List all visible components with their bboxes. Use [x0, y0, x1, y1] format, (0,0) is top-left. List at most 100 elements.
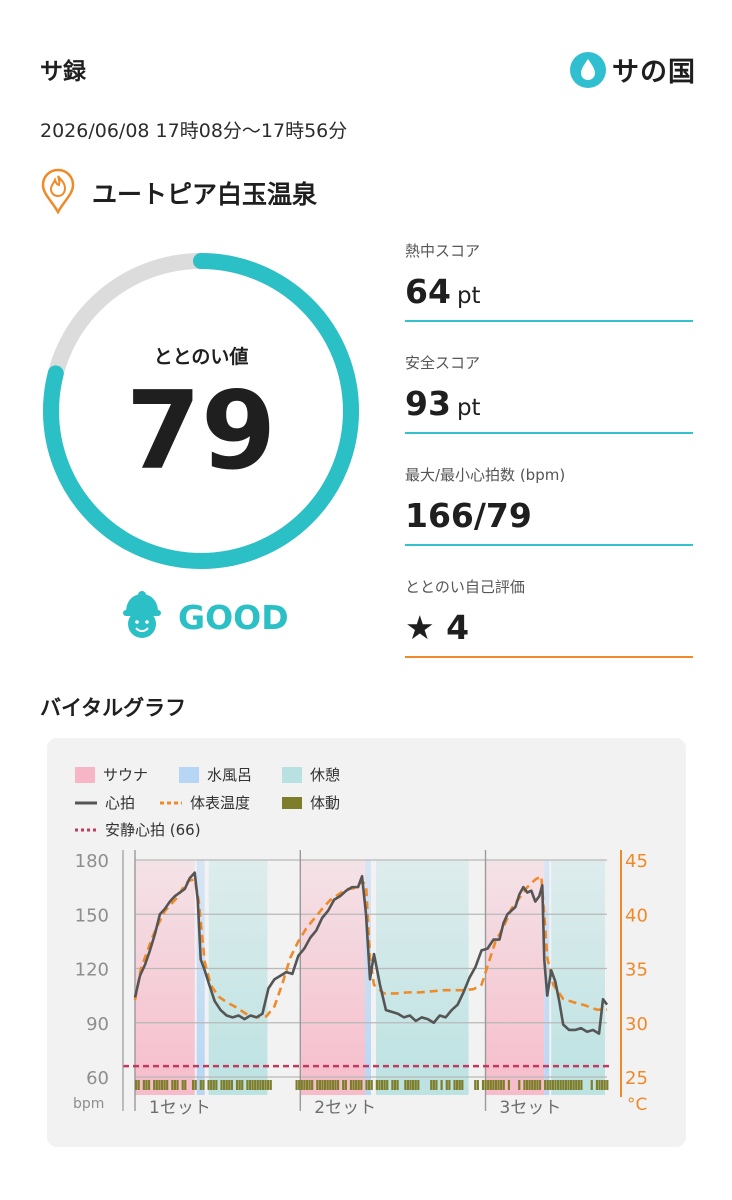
vital-graph-title: バイタルグラフ — [40, 696, 187, 720]
heart-rate-range-label: 最大/最小心拍数 (bpm) — [405, 466, 566, 484]
movement-tick — [171, 1080, 174, 1090]
phase-band-kyukei — [375, 860, 469, 1095]
movement-tick — [518, 1080, 521, 1090]
movement-tick — [562, 1080, 565, 1090]
movement-tick — [331, 1080, 334, 1090]
water-drop-icon — [570, 51, 606, 88]
movement-tick — [417, 1080, 420, 1090]
movement-tick — [601, 1080, 604, 1090]
movement-tick — [386, 1080, 389, 1090]
set-label: 2セット — [314, 1098, 376, 1118]
movement-tick — [476, 1080, 479, 1090]
movement-tick — [194, 1080, 197, 1090]
legend-kyukei-swatch — [282, 766, 302, 783]
movement-tick — [191, 1080, 195, 1090]
y-left-tick-label: 150 — [75, 905, 109, 926]
movement-tick — [432, 1080, 435, 1090]
movement-tick — [590, 1080, 593, 1090]
phase-band-sauna — [300, 860, 366, 1095]
phase-band-mizuburo — [196, 860, 205, 1095]
self-evaluation[interactable]: ととのい自己評価 ★ 4 — [405, 576, 693, 658]
legend-sauna: サウナ — [75, 764, 148, 785]
facility-name: ユートピア白玉温泉 — [92, 180, 318, 209]
movement-tick — [448, 1080, 451, 1090]
movement-tick — [342, 1080, 345, 1090]
movement-tick — [344, 1080, 347, 1090]
movement-tick — [357, 1080, 360, 1090]
legend-sauna-label: サウナ — [103, 766, 149, 784]
legend-resting-hr-label: 安静心拍 (66) — [105, 821, 201, 839]
set-label: 3セット — [500, 1098, 562, 1118]
totonoi-ring — [43, 253, 359, 569]
movement-tick — [355, 1080, 358, 1090]
movement-tick — [580, 1080, 583, 1090]
movement-tick — [246, 1080, 249, 1090]
movement-tick — [160, 1080, 164, 1090]
heat-score: 熱中スコア 64 pt — [405, 240, 693, 322]
heart-rate-range: 最大/最小心拍数 (bpm) 166/79 — [405, 464, 693, 546]
movement-tick — [184, 1080, 187, 1090]
legend-heart-swatch — [75, 801, 97, 804]
safety-score-label: 安全スコア — [405, 354, 481, 372]
movement-tick — [311, 1080, 314, 1090]
movement-tick — [396, 1080, 399, 1090]
movement-tick — [461, 1080, 464, 1090]
legend-movement: 体動 — [282, 792, 340, 813]
movement-tick — [235, 1080, 239, 1090]
movement-tick — [267, 1080, 270, 1090]
movement-tick — [202, 1080, 205, 1090]
movement-tick — [406, 1080, 410, 1090]
session-datetime: 2026/06/08 17時08分〜17時56分 — [40, 120, 348, 142]
facility-row[interactable]: ユートピア白玉温泉 — [40, 168, 317, 218]
movement-tick — [212, 1080, 215, 1090]
movement-tick — [368, 1080, 371, 1090]
movement-tick — [564, 1080, 567, 1090]
legend-body-temp: 体表温度 — [160, 792, 250, 813]
vital-graph-chart: 180 150 120 90 60 45 40 35 30 25 bpm °C 1セット 2セット 3セット — [73, 850, 648, 1118]
totonoi-ring-progress — [43, 253, 359, 569]
legend-mizuburo: 水風呂 — [179, 764, 252, 785]
movement-tick — [554, 1080, 557, 1090]
movement-tick — [484, 1080, 487, 1090]
legend-mizuburo-swatch — [179, 766, 199, 783]
legend-mizuburo-label: 水風呂 — [207, 766, 253, 784]
movement-tick — [153, 1080, 156, 1090]
movement-tick — [199, 1080, 202, 1090]
movement-tick — [370, 1080, 373, 1090]
y-right-tick-label: 45 — [625, 851, 648, 872]
movement-tick — [305, 1080, 309, 1090]
movement-tick — [435, 1080, 438, 1090]
movement-tick — [334, 1080, 337, 1090]
movement-tick — [254, 1080, 257, 1090]
movement-tick — [572, 1080, 575, 1090]
movement-tick — [404, 1080, 407, 1090]
totonoi-gauge: ととのい値 79 — [36, 246, 366, 576]
movement-tick — [147, 1080, 151, 1090]
movement-tick — [497, 1080, 500, 1090]
legend-resting-hr-swatch — [75, 828, 97, 831]
movement-tick — [336, 1080, 340, 1090]
legend-movement-label: 体動 — [310, 794, 341, 812]
movement-tick — [295, 1080, 298, 1090]
movement-tick — [492, 1080, 495, 1090]
movement-tick — [329, 1080, 332, 1090]
rating-row: GOOD — [120, 590, 289, 644]
y-right-tick-label: 25 — [625, 1068, 648, 1089]
movement-tick — [352, 1080, 355, 1090]
movement-tick — [135, 1080, 138, 1090]
y-left-tick-label: 120 — [75, 960, 109, 981]
heat-score-value: 64 — [405, 272, 451, 311]
movement-tick — [176, 1080, 179, 1090]
movement-tick — [210, 1080, 213, 1090]
movement-tick — [360, 1080, 363, 1090]
legend-body-temp-swatch — [160, 801, 182, 804]
movement-tick — [383, 1080, 386, 1090]
movement-tick — [549, 1080, 552, 1090]
movement-tick — [453, 1080, 456, 1090]
safety-score-value-row: 93 pt — [405, 387, 693, 434]
movement-tick — [391, 1080, 394, 1090]
movement-tick — [551, 1080, 555, 1090]
movement-tick — [546, 1080, 549, 1090]
movement-tick — [528, 1080, 531, 1090]
app-title: サ録 — [40, 59, 86, 85]
